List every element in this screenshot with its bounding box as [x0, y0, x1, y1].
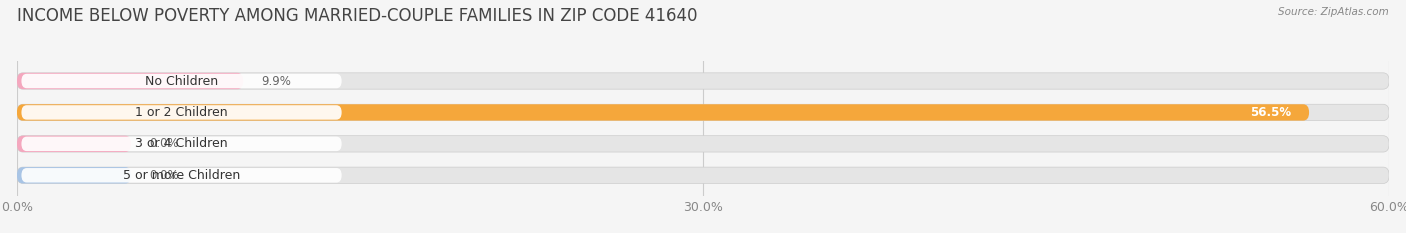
Text: 5 or more Children: 5 or more Children: [122, 169, 240, 182]
FancyBboxPatch shape: [17, 73, 243, 89]
FancyBboxPatch shape: [21, 168, 342, 182]
FancyBboxPatch shape: [17, 104, 1309, 121]
Text: No Children: No Children: [145, 75, 218, 88]
Text: 0.0%: 0.0%: [149, 137, 179, 150]
FancyBboxPatch shape: [17, 136, 131, 152]
FancyBboxPatch shape: [21, 137, 342, 151]
FancyBboxPatch shape: [21, 74, 342, 88]
Text: 9.9%: 9.9%: [262, 75, 291, 88]
FancyBboxPatch shape: [21, 105, 342, 120]
Text: 0.0%: 0.0%: [149, 169, 179, 182]
Text: INCOME BELOW POVERTY AMONG MARRIED-COUPLE FAMILIES IN ZIP CODE 41640: INCOME BELOW POVERTY AMONG MARRIED-COUPL…: [17, 7, 697, 25]
Text: 3 or 4 Children: 3 or 4 Children: [135, 137, 228, 150]
Text: 56.5%: 56.5%: [1250, 106, 1291, 119]
Text: Source: ZipAtlas.com: Source: ZipAtlas.com: [1278, 7, 1389, 17]
FancyBboxPatch shape: [17, 136, 1389, 152]
FancyBboxPatch shape: [17, 73, 1389, 89]
FancyBboxPatch shape: [17, 167, 1389, 183]
FancyBboxPatch shape: [17, 104, 1389, 121]
FancyBboxPatch shape: [17, 167, 131, 183]
Text: 1 or 2 Children: 1 or 2 Children: [135, 106, 228, 119]
